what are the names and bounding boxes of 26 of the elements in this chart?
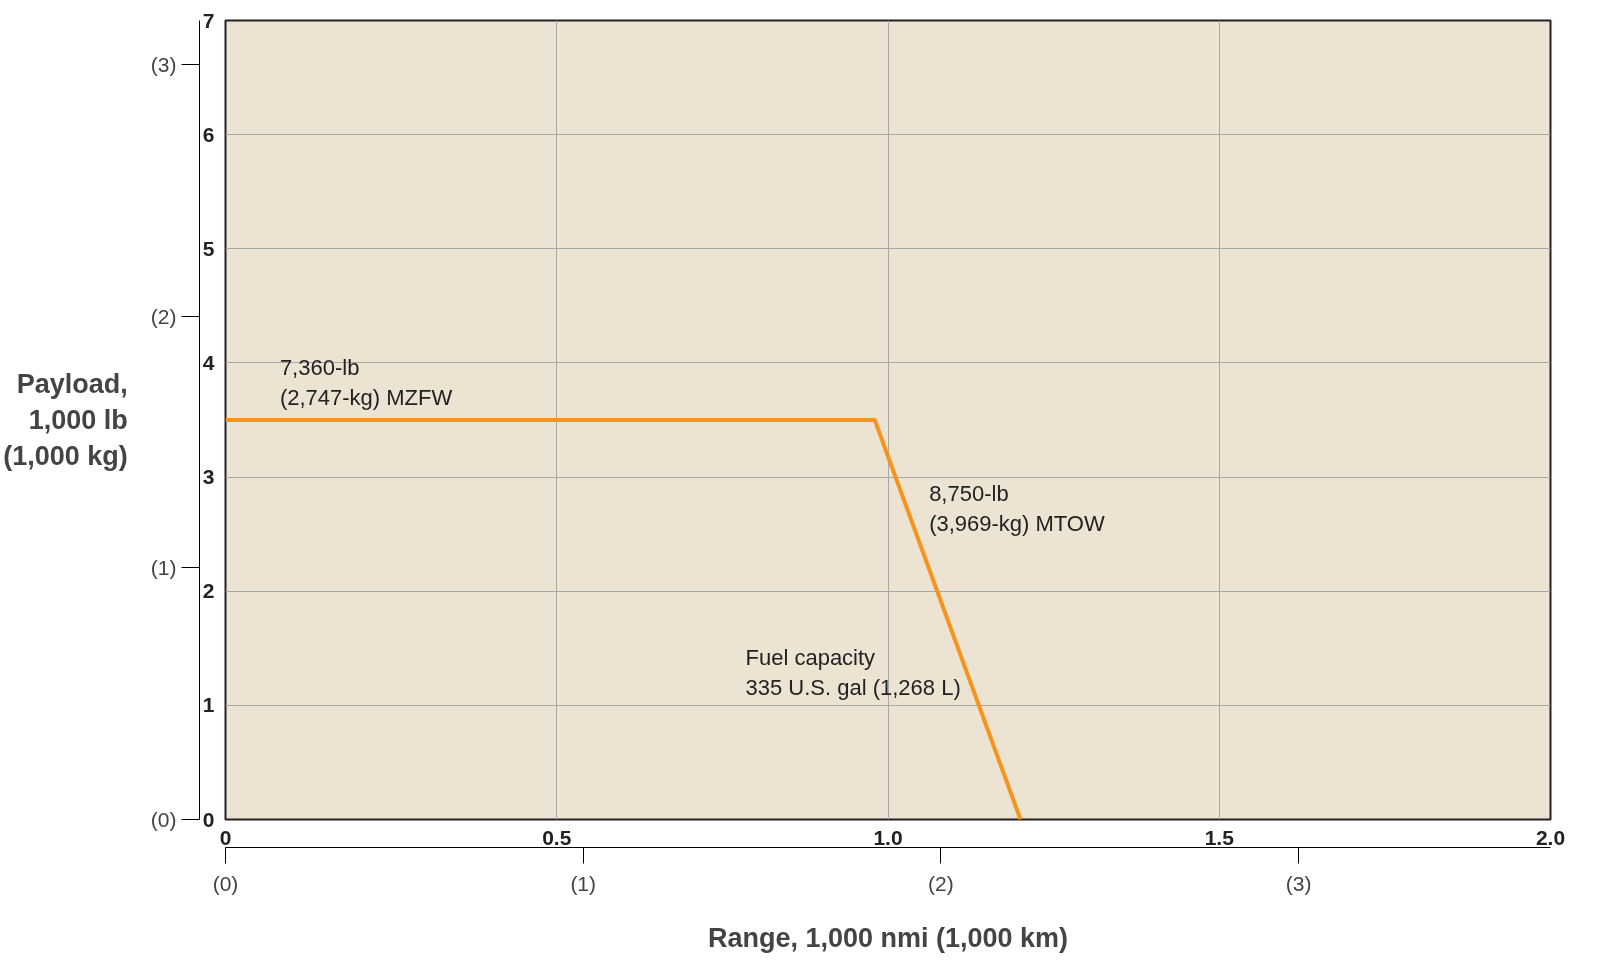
y2-tick-label: (3): [150, 53, 177, 77]
y2-axis-title: Payload, 1,000 lb (1,000 kg): [3, 369, 128, 471]
y2-tick-label: (1): [150, 556, 177, 580]
x-axis-title: Range, 1,000 nmi (1,000 km): [707, 922, 1069, 953]
x2-tick-label: (0): [212, 871, 239, 895]
x2-tick-label: (3): [1285, 871, 1312, 895]
x2-tick-label: (2): [928, 871, 954, 895]
y-tick-label: 1: [202, 693, 215, 717]
x2-tick-label: (1): [570, 871, 597, 895]
y-tick-label: 0: [202, 807, 215, 831]
y2-tick-label: (0): [150, 808, 177, 831]
y-tick-label: 7: [202, 8, 215, 32]
y-tick-label: 6: [202, 122, 215, 146]
y-tick-label: 3: [202, 465, 215, 489]
x-tick-label: 1.5: [1204, 825, 1235, 849]
x-tick-label: 1.0: [873, 825, 903, 849]
x-tick-label: 2.0: [1535, 825, 1566, 849]
annotation: 8,750-lb (3,969-kg) MTOW: [929, 480, 1105, 536]
y-tick-label: 4: [202, 350, 215, 374]
x-tick-label: 0.5: [542, 825, 572, 849]
y-tick-label: 5: [202, 236, 215, 260]
y-tick-label: 2: [202, 579, 215, 603]
x-tick-label: 0: [219, 825, 232, 849]
annotation: 7,360-lb (2,747-kg) MZFW: [279, 355, 453, 410]
y2-tick-label: (2): [150, 304, 177, 328]
annotation: Fuel capacity 335 U.S. gal (1,268 L): [745, 644, 961, 700]
